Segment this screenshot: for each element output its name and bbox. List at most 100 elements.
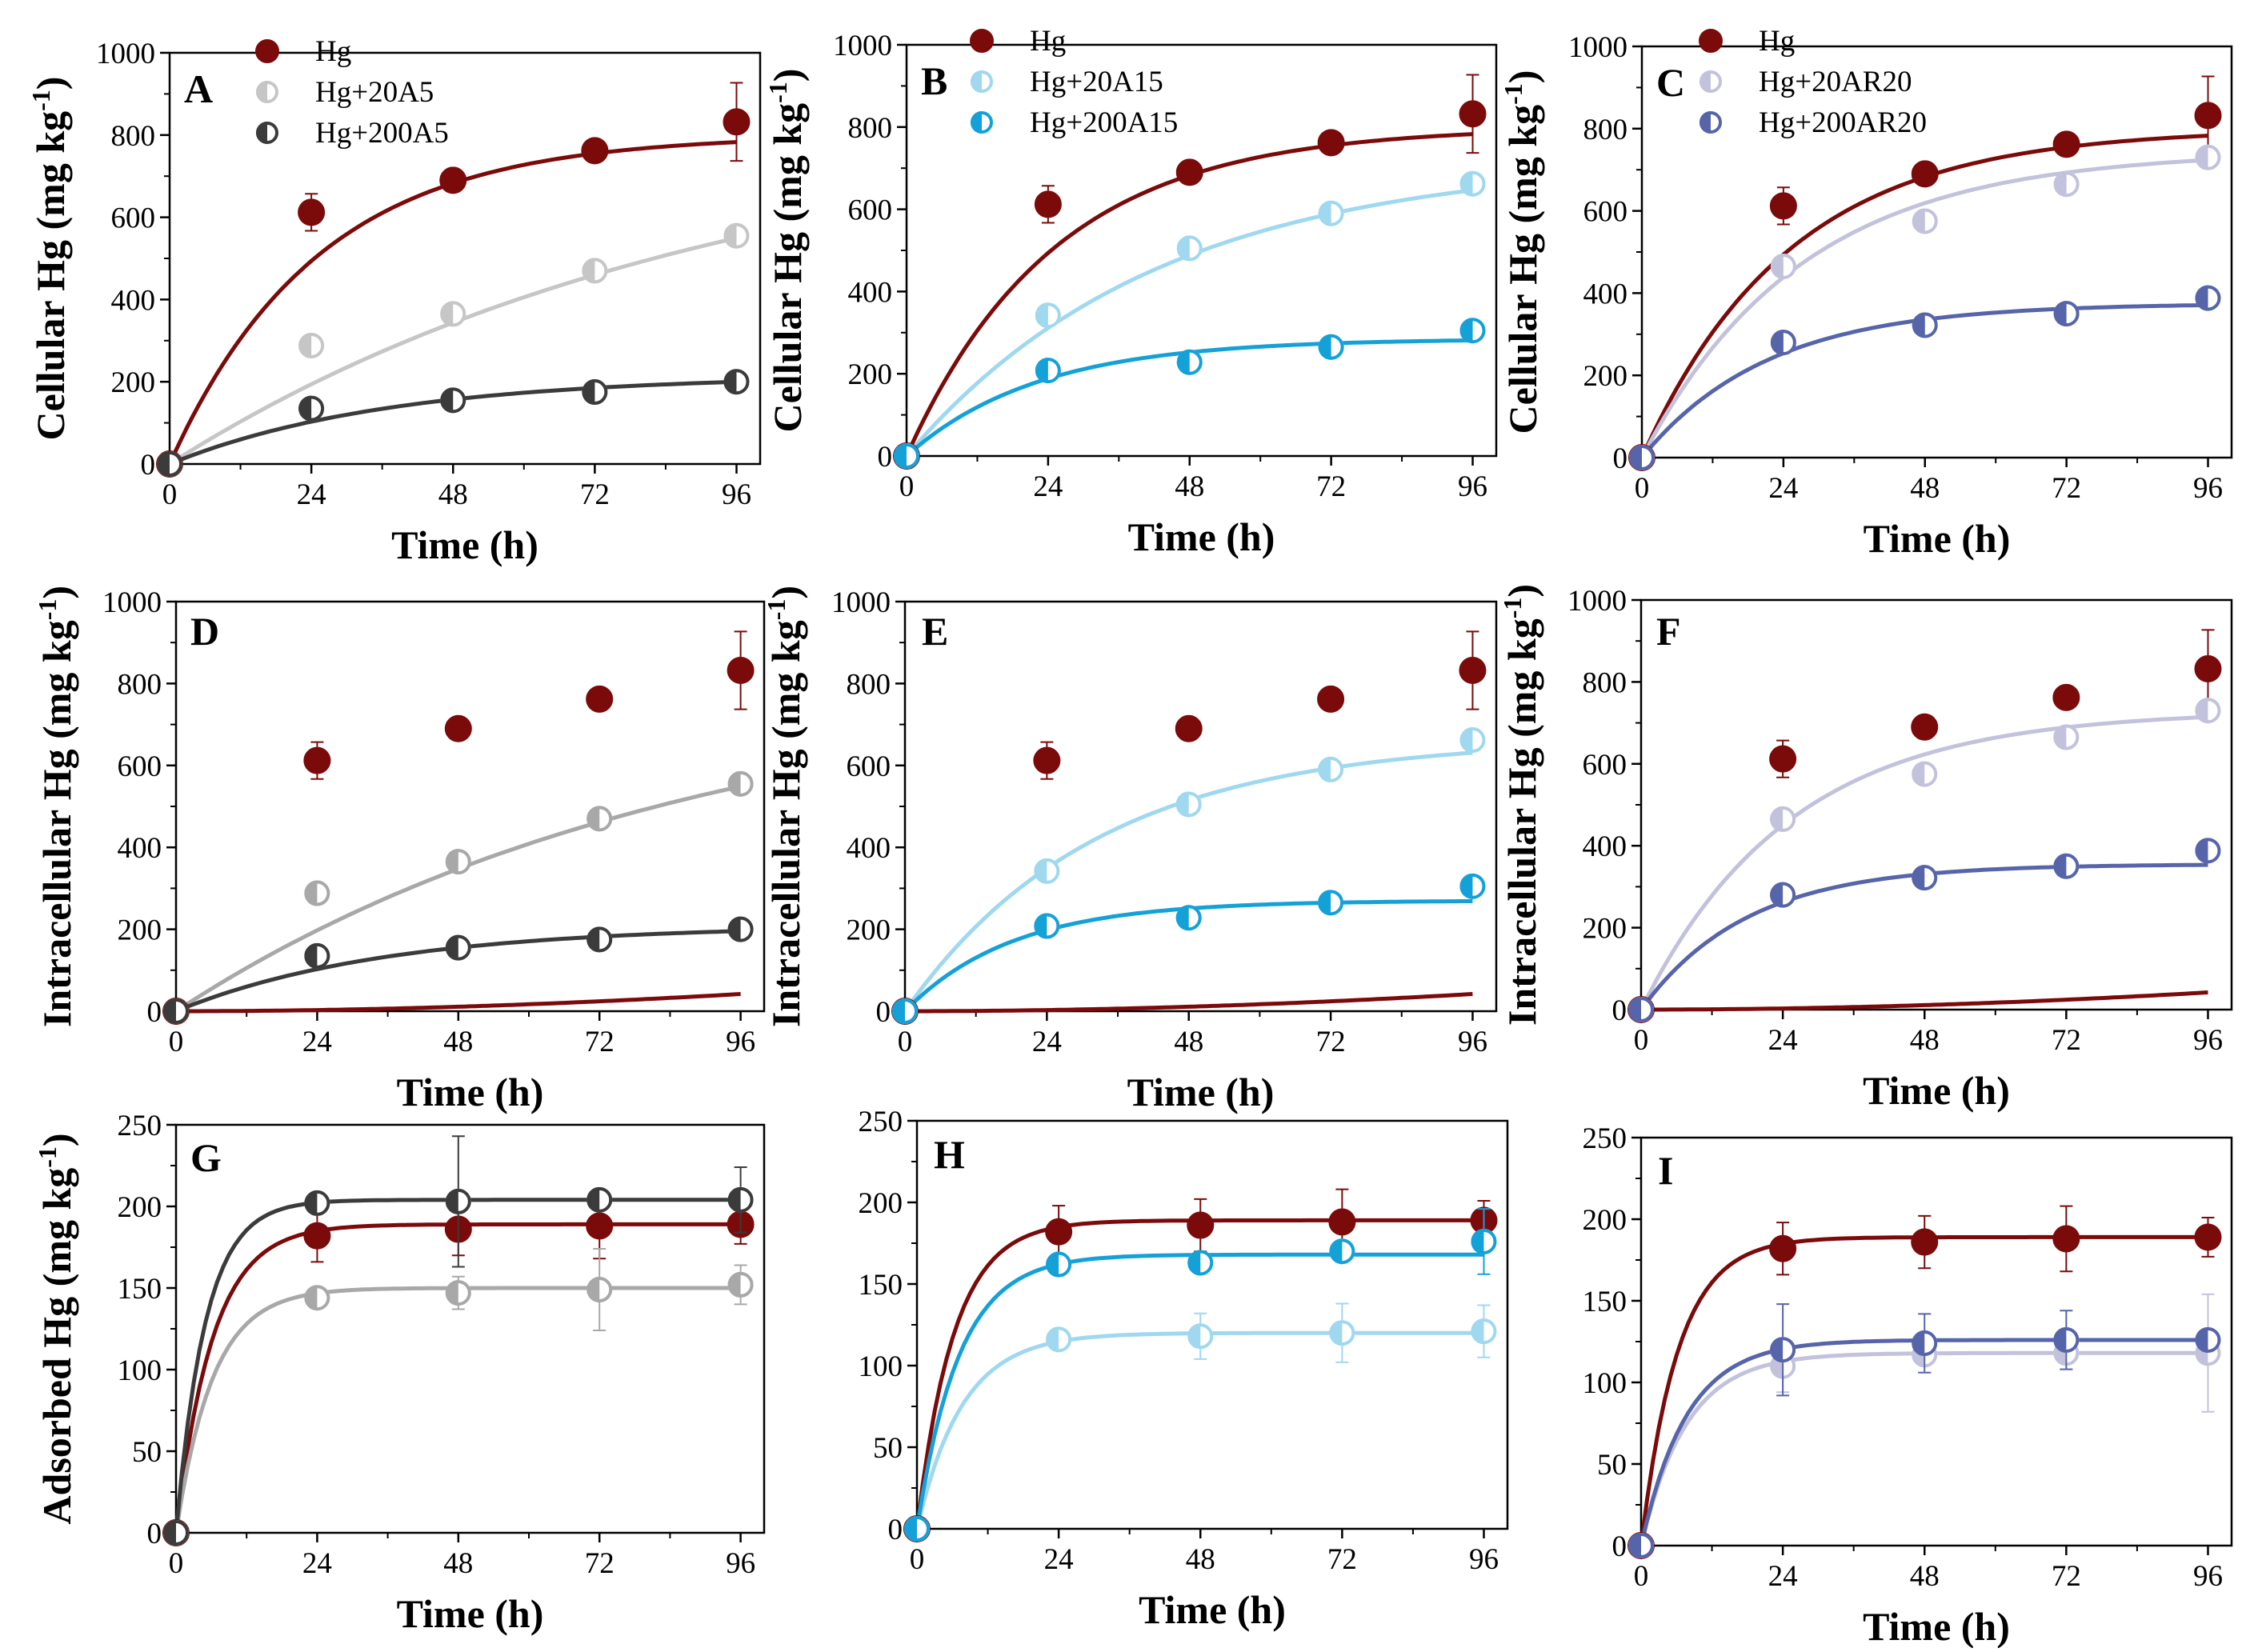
y-axis-title-sup: -1: [33, 1146, 62, 1168]
data-point-ring: [1770, 253, 1796, 279]
fit-curve-hg-20ar20: [1639, 1350, 2208, 1546]
data-point-ring: [2053, 724, 2080, 750]
data-point: [727, 770, 754, 797]
y-tick-label: 0: [888, 1514, 903, 1546]
legend-item: Hg: [1699, 25, 1795, 58]
data-point-ring: [727, 1186, 754, 1213]
x-axis-title: Time (h): [1863, 1068, 2010, 1113]
y-tick-label: 200: [1583, 1204, 1627, 1237]
y-tick-label: 200: [847, 914, 891, 947]
legend-item: Hg+200A15: [971, 106, 1178, 139]
data-point: [1911, 713, 1939, 741]
panel-letter: B: [921, 58, 947, 103]
legend-label: Hg+20A15: [1030, 66, 1163, 98]
data-point: [2195, 144, 2221, 170]
x-tick-label: 24: [302, 1547, 332, 1580]
data-point-ring: [894, 443, 919, 469]
data-point: [304, 1190, 330, 1216]
fit-curve-hg: [1639, 1234, 2208, 1546]
data-point: [2195, 1326, 2221, 1353]
data-point-ring: [1912, 208, 1938, 234]
y-tick-label: 200: [1583, 913, 1627, 946]
data-point: [586, 685, 614, 713]
data-point: [2195, 838, 2221, 864]
data-point: [304, 942, 330, 969]
data-point-ring: [587, 926, 613, 953]
fit-curve-hg-20a5: [174, 784, 742, 1014]
panel-e: 0 200 400 600 800 1000 0 24 48 72 96 Time (h) Intrac…: [762, 586, 1498, 1114]
data-point-ring: [727, 770, 754, 797]
legend: Hg Hg+20A15 Hg+200A15: [970, 25, 1178, 139]
data-point: [1328, 1208, 1356, 1236]
data-point: [2194, 1223, 2222, 1251]
data-point: [1317, 129, 1345, 157]
data-point: [440, 387, 466, 414]
data-point-ring: [1318, 756, 1344, 782]
y-tick-label: 0: [1613, 442, 1628, 475]
data-point: [2194, 102, 2222, 130]
data-point: [1459, 170, 1486, 197]
data-point-ring: [2195, 1326, 2221, 1353]
y-axis-title: Adsorbed Hg (mg kg-1): [33, 1133, 79, 1524]
data-point: [1046, 1251, 1072, 1278]
data-point: [1329, 1238, 1355, 1265]
x-axis-title: Time (h): [1863, 1604, 2010, 1648]
data-point-ring: [445, 1188, 471, 1214]
data-point: [1318, 200, 1344, 226]
x-axis-title: Time (h): [1127, 1070, 1275, 1114]
legend-marker-ring: [971, 111, 993, 134]
legend-marker: [1699, 29, 1723, 53]
data-point: [163, 1520, 189, 1546]
panel-letter: H: [934, 1132, 965, 1177]
y-tick-label: 400: [1583, 830, 1627, 863]
y-axis-title-tail: ): [765, 69, 810, 82]
y-tick-label: 800: [1583, 114, 1628, 146]
series-hg-20a15: [904, 1302, 1497, 1542]
fit-curve-hg: [174, 1222, 741, 1534]
x-tick-label: 24: [1768, 1560, 1798, 1593]
data-point-ring: [1629, 445, 1655, 470]
x-tick-label: 72: [580, 478, 610, 511]
data-point: [1769, 745, 1797, 773]
y-tick-label: 200: [118, 1191, 162, 1224]
data-point-ring: [1176, 349, 1203, 375]
panel-h: 0 50 100 150 200 250 0 24 48 72 96 Time (h) H: [859, 1106, 1509, 1632]
legend-marker: [1700, 70, 1722, 93]
data-point-ring: [1318, 890, 1344, 916]
data-point-ring: [1459, 318, 1486, 344]
fit-curve-hg-20a15: [915, 1330, 1484, 1530]
data-point-ring: [1912, 312, 1938, 338]
data-point-ring: [1046, 1326, 1072, 1353]
y-tick-label: 150: [118, 1273, 162, 1306]
data-point-ring: [1318, 200, 1344, 226]
data-point-ring: [1459, 873, 1486, 899]
data-point-ring: [440, 387, 466, 414]
data-point: [2195, 285, 2221, 311]
data-point: [1912, 1330, 1938, 1357]
y-tick-label: 50: [132, 1436, 162, 1469]
data-point-ring: [1770, 330, 1796, 356]
data-point-ring: [2053, 853, 2080, 879]
data-point: [1187, 1211, 1215, 1239]
x-tick-label: 0: [169, 1026, 184, 1058]
data-point: [1459, 318, 1486, 344]
data-point: [1769, 192, 1797, 220]
data-point-ring: [587, 1277, 613, 1303]
data-point: [2053, 171, 2080, 198]
data-point: [1176, 235, 1203, 262]
y-axis-title-sup: -1: [762, 599, 791, 621]
data-point: [1629, 445, 1655, 470]
y-tick-label: 100: [859, 1350, 903, 1383]
x-tick-label: 96: [1458, 1026, 1487, 1058]
y-tick-label: 600: [1583, 749, 1627, 782]
x-tick-label: 96: [1469, 1543, 1499, 1576]
data-point-ring: [1912, 865, 1938, 891]
legend-marker: [1700, 111, 1722, 134]
y-tick-label: 1000: [833, 30, 892, 62]
data-point: [298, 198, 326, 226]
data-point: [440, 301, 466, 327]
data-point: [1034, 913, 1060, 939]
y-tick-label: 1000: [1568, 31, 1627, 64]
data-point-ring: [1035, 358, 1061, 384]
y-tick-label: 50: [873, 1432, 903, 1465]
